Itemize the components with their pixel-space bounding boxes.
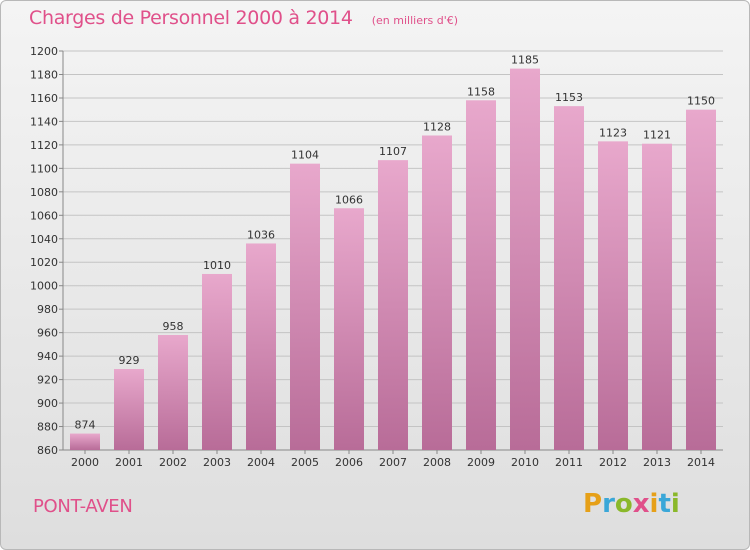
bar-2012 xyxy=(598,141,628,451)
x-tick-label-2005: 2005 xyxy=(291,456,319,469)
bar-2002 xyxy=(158,334,188,450)
logo-letter: t xyxy=(658,489,671,519)
y-tick-label: 960 xyxy=(37,327,58,340)
logo-letter: i xyxy=(649,489,659,519)
x-tick-label-2000: 2000 xyxy=(71,456,99,469)
logo-letter: o xyxy=(614,489,633,519)
y-tick-label: 1040 xyxy=(30,233,58,246)
town-name: PONT-AVEN xyxy=(33,496,133,517)
value-label-2014: 1150 xyxy=(687,95,715,108)
logo-letter: i xyxy=(670,489,680,519)
y-tick-label: 1180 xyxy=(30,68,58,81)
bar-2008 xyxy=(422,135,452,450)
x-tick-label-2006: 2006 xyxy=(335,456,363,469)
bar-2000 xyxy=(70,433,100,450)
x-tick-label-2014: 2014 xyxy=(687,456,715,469)
y-tick-labels: 860 880 900 920 940 960 980 1000 1020 1040 1060 108… xyxy=(30,45,58,457)
x-tick-label-2011: 2011 xyxy=(555,456,583,469)
y-tick-label: 920 xyxy=(37,374,58,387)
y-tick-label: 1060 xyxy=(30,209,58,222)
logo-letter: P xyxy=(583,489,603,519)
bar-2004 xyxy=(246,243,276,450)
x-tick-label-2003: 2003 xyxy=(203,456,231,469)
y-tick-label: 1080 xyxy=(30,186,58,199)
y-tick-label: 1120 xyxy=(30,139,58,152)
value-label-2013: 1121 xyxy=(643,129,671,142)
y-tick-label: 1160 xyxy=(30,92,58,105)
value-label-2008: 1128 xyxy=(423,120,451,133)
bar-2001 xyxy=(114,369,144,450)
bar-2011 xyxy=(554,106,584,450)
x-tick-label-2001: 2001 xyxy=(115,456,143,469)
y-tick-label: 1140 xyxy=(30,115,58,128)
value-label-2007: 1107 xyxy=(379,145,407,158)
logo-letter: r xyxy=(602,489,615,519)
value-label-2010: 1185 xyxy=(511,54,539,67)
bar-2005 xyxy=(290,163,320,451)
y-tick-label: 860 xyxy=(37,444,58,457)
value-label-2012: 1123 xyxy=(599,126,627,139)
bars xyxy=(70,68,716,451)
value-labels: 874 929 958 1010 1036 1104 1066 1107 1128 1158 118… xyxy=(75,54,716,432)
chart-subtitle: (en milliers d'€) xyxy=(371,14,459,27)
value-label-2009: 1158 xyxy=(467,85,495,98)
value-label-2011: 1153 xyxy=(555,91,583,104)
x-tick-label-2012: 2012 xyxy=(599,456,627,469)
chart-title: Charges de Personnel 2000 à 2014 xyxy=(29,7,353,29)
y-tick-label: 880 xyxy=(37,421,58,434)
bar-2007 xyxy=(378,160,408,450)
bar-2014 xyxy=(686,109,716,451)
x-tick-label-2009: 2009 xyxy=(467,456,495,469)
proxiti-logo: Proxiti xyxy=(583,489,680,519)
title-block: Charges de Personnel 2000 à 2014 (en mil… xyxy=(29,7,458,29)
bar-2010 xyxy=(510,68,540,451)
x-tick-labels: 2000 2001 2002 2003 2004 2005 2006 2007 2008 2009… xyxy=(71,456,715,469)
value-label-2000: 874 xyxy=(75,419,96,432)
value-label-2001: 929 xyxy=(119,354,140,367)
y-tick-label: 1200 xyxy=(30,45,58,58)
value-label-2004: 1036 xyxy=(247,228,275,241)
value-label-2003: 1010 xyxy=(203,259,231,272)
y-tick-label: 980 xyxy=(37,303,58,316)
x-tick-label-2007: 2007 xyxy=(379,456,407,469)
bar-2003 xyxy=(202,273,232,450)
bar-2009 xyxy=(466,100,496,450)
value-label-2002: 958 xyxy=(163,320,184,333)
bar-2013 xyxy=(642,143,672,451)
value-label-2006: 1066 xyxy=(335,193,363,206)
bar-2006 xyxy=(334,208,364,450)
y-tick-label: 1020 xyxy=(30,256,58,269)
y-tick-label: 900 xyxy=(37,397,58,410)
x-tick-label-2010: 2010 xyxy=(511,456,539,469)
logo-letter: x xyxy=(632,489,650,519)
value-label-2005: 1104 xyxy=(291,149,319,162)
x-tick-label-2013: 2013 xyxy=(643,456,671,469)
x-tick-label-2002: 2002 xyxy=(159,456,187,469)
y-tick-label: 1000 xyxy=(30,280,58,293)
y-tick-label: 1100 xyxy=(30,162,58,175)
x-tick-label-2008: 2008 xyxy=(423,456,451,469)
y-tick-label: 940 xyxy=(37,350,58,363)
x-tick-label-2004: 2004 xyxy=(247,456,275,469)
